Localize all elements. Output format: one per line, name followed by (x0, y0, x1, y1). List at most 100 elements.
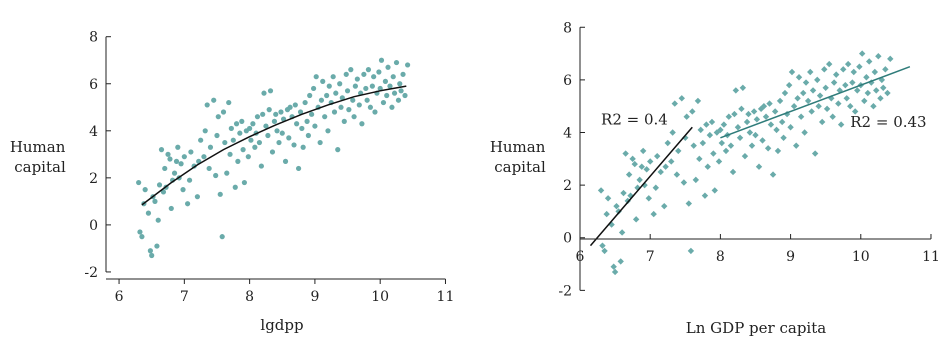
data-point (235, 158, 241, 164)
data-point (160, 189, 167, 195)
data-point (377, 85, 383, 92)
data-point (757, 105, 765, 113)
data-point (692, 176, 700, 184)
data-point (661, 202, 668, 210)
data-point (825, 60, 833, 68)
data-point (797, 113, 805, 120)
data-point (227, 151, 233, 157)
chart-left-ticks: 6 7 8 9 10 11 -2 0 2 4 6 8 (84, 30, 454, 305)
data-point (625, 171, 633, 178)
data-point (390, 74, 396, 80)
data-point (233, 121, 240, 127)
data-point (324, 92, 330, 99)
data-point (261, 90, 267, 96)
data-point (645, 195, 652, 202)
data-point (837, 121, 845, 128)
data-point (811, 150, 819, 157)
data-point (380, 99, 387, 106)
data-point (367, 104, 373, 110)
data-point (725, 113, 733, 120)
data-point (771, 108, 779, 115)
data-point (237, 130, 243, 136)
data-point (330, 74, 336, 80)
x-tick-label: 6 (576, 249, 585, 265)
data-point (787, 124, 794, 131)
data-point (887, 55, 894, 63)
data-point (171, 170, 178, 176)
data-point (864, 89, 872, 97)
y-tick-label: 4 (563, 126, 572, 142)
data-point (870, 102, 877, 110)
data-point (247, 125, 253, 132)
data-point (632, 216, 640, 223)
x-tick-label: 7 (180, 289, 189, 305)
data-point (807, 68, 814, 76)
data-point (662, 163, 669, 170)
x-tick-label: 10 (371, 289, 389, 305)
data-point (828, 95, 835, 102)
x-tick-label: 6 (115, 289, 124, 305)
data-point (181, 154, 187, 160)
data-point (731, 110, 738, 118)
data-point (213, 172, 219, 179)
data-point (207, 144, 214, 150)
data-point (814, 76, 821, 84)
data-point (727, 142, 735, 149)
data-point (149, 252, 155, 259)
data-point (776, 97, 784, 105)
data-point (748, 142, 756, 149)
data-point (745, 110, 752, 118)
data-point (395, 97, 402, 103)
data-point (173, 158, 180, 164)
data-point (840, 66, 847, 73)
data-point (341, 118, 347, 124)
data-point (629, 155, 636, 163)
data-point (703, 121, 710, 128)
chart-right-y-label-line2: capital (494, 158, 546, 176)
data-point (863, 74, 870, 81)
data-point (266, 107, 272, 113)
data-point (297, 109, 304, 115)
data-point (835, 100, 842, 107)
data-point (664, 139, 671, 147)
data-point (636, 176, 643, 184)
data-point (866, 58, 873, 65)
data-point (372, 109, 378, 115)
data-point (781, 89, 789, 97)
data-point (808, 108, 815, 115)
data-point (287, 104, 293, 110)
data-point (300, 144, 306, 150)
data-point (304, 118, 310, 124)
data-point (320, 78, 326, 84)
data-point (682, 134, 689, 141)
data-point (610, 263, 617, 270)
data-point (365, 67, 372, 73)
data-point (829, 113, 836, 120)
data-point (322, 114, 328, 120)
data-point (250, 121, 256, 127)
data-point (706, 131, 714, 139)
data-point (639, 147, 647, 155)
chart-right-ticks: 6 7 8 9 10 11 -2 0 2 4 6 8 (558, 20, 940, 299)
data-point (611, 268, 619, 276)
data-point (276, 139, 282, 146)
data-point (226, 99, 232, 106)
y-tick-label: 6 (563, 73, 572, 89)
data-point (325, 128, 331, 134)
data-point (158, 147, 165, 153)
data-point (350, 97, 356, 103)
data-point (201, 154, 207, 160)
data-point (720, 121, 728, 128)
data-point (671, 100, 678, 107)
data-point (769, 171, 777, 178)
data-point (689, 108, 696, 115)
data-point (849, 79, 856, 86)
data-point (766, 100, 773, 107)
y-tick-label: -2 (84, 265, 98, 281)
data-point (312, 123, 318, 129)
data-point (147, 248, 153, 254)
data-point (165, 151, 171, 157)
data-point (186, 177, 193, 183)
data-point (809, 87, 817, 94)
data-point (142, 187, 148, 193)
